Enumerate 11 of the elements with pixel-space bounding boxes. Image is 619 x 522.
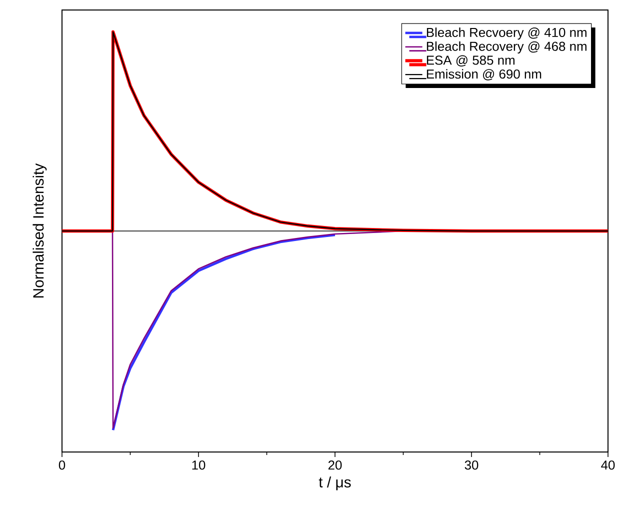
x-tick-label: 20 xyxy=(328,460,342,470)
legend-label: Bleach Recvoery @ 410 nm xyxy=(426,28,586,40)
x-axis-title: t / μs xyxy=(318,476,351,490)
x-tick-label: 0 xyxy=(58,460,66,470)
legend-label: Emission @ 690 nm xyxy=(426,69,542,80)
y-axis-title: Normalised Intensity xyxy=(32,163,47,298)
legend-label: ESA @ 585 nm xyxy=(426,55,514,66)
x-tick-label: 10 xyxy=(192,460,206,470)
x-tick-label: 40 xyxy=(601,460,615,470)
x-tick-label: 30 xyxy=(464,460,478,470)
legend-label: Bleach Recovery @ 468 nm xyxy=(426,41,586,54)
